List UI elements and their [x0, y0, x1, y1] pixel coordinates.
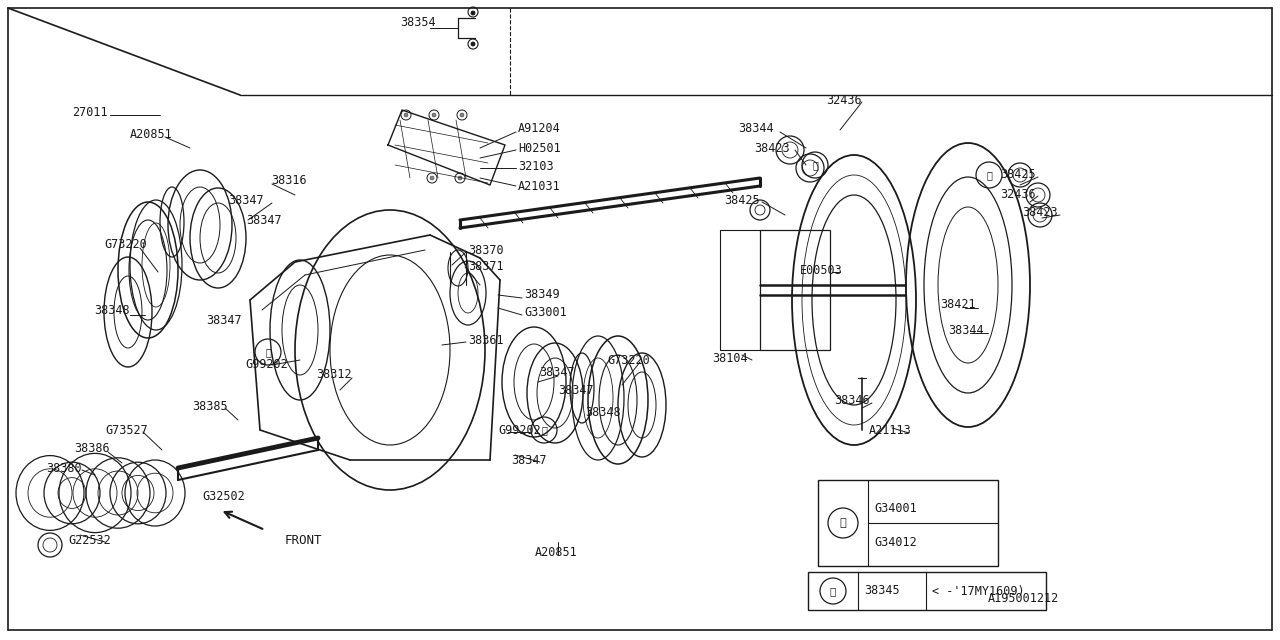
Ellipse shape — [404, 113, 408, 117]
Text: 38347: 38347 — [558, 385, 594, 397]
Text: 38348: 38348 — [93, 303, 129, 317]
Text: H02501: H02501 — [518, 141, 561, 154]
Text: 32103: 32103 — [518, 161, 554, 173]
Text: 38371: 38371 — [468, 260, 503, 273]
Text: 38345: 38345 — [864, 584, 900, 598]
Text: ①: ① — [840, 518, 846, 528]
Text: G99202: G99202 — [498, 424, 540, 436]
Text: G73220: G73220 — [104, 239, 147, 252]
Text: 38347: 38347 — [539, 367, 575, 380]
Text: FRONT: FRONT — [285, 534, 323, 547]
Text: G22532: G22532 — [68, 534, 111, 547]
Text: ②: ② — [986, 170, 992, 180]
Text: 38347: 38347 — [228, 193, 264, 207]
Bar — [760, 230, 829, 350]
Ellipse shape — [430, 176, 434, 180]
Text: A20851: A20851 — [535, 545, 577, 559]
Text: ②: ② — [812, 160, 818, 170]
Text: ②: ② — [829, 586, 836, 596]
Ellipse shape — [458, 176, 462, 180]
Text: G33001: G33001 — [524, 307, 567, 319]
Text: A20851: A20851 — [131, 129, 173, 141]
Text: ①: ① — [265, 347, 271, 357]
Text: 38344: 38344 — [739, 122, 773, 136]
Text: 32436: 32436 — [826, 93, 861, 106]
Text: 38425: 38425 — [1000, 168, 1036, 182]
Text: 38380: 38380 — [46, 461, 82, 474]
Text: 38423: 38423 — [754, 141, 790, 154]
Text: G34012: G34012 — [874, 536, 916, 550]
Text: 32436: 32436 — [1000, 188, 1036, 200]
Text: 38312: 38312 — [316, 369, 352, 381]
Text: A21031: A21031 — [518, 179, 561, 193]
Text: G32502: G32502 — [202, 490, 244, 504]
Text: A91204: A91204 — [518, 122, 561, 136]
Text: 38386: 38386 — [74, 442, 110, 456]
Ellipse shape — [433, 113, 436, 117]
Text: 38344: 38344 — [948, 323, 983, 337]
Text: 38347: 38347 — [206, 314, 242, 326]
Text: ①: ① — [541, 425, 547, 435]
Text: G73220: G73220 — [607, 353, 650, 367]
Text: 38347: 38347 — [246, 214, 282, 227]
Text: 27011: 27011 — [72, 106, 108, 120]
Text: E00503: E00503 — [800, 264, 842, 276]
Text: 38361: 38361 — [468, 333, 503, 346]
Text: 38385: 38385 — [192, 401, 228, 413]
Text: 38421: 38421 — [940, 298, 975, 312]
Text: G73527: G73527 — [105, 424, 147, 436]
Ellipse shape — [471, 11, 475, 15]
Ellipse shape — [460, 113, 465, 117]
Bar — [808, 572, 1046, 610]
Text: 38348: 38348 — [585, 406, 621, 419]
Bar — [818, 480, 998, 566]
Text: A195001212: A195001212 — [988, 591, 1060, 605]
Text: < -'17MY1609): < -'17MY1609) — [932, 584, 1024, 598]
Text: A21113: A21113 — [869, 424, 911, 436]
Text: 38425: 38425 — [724, 193, 759, 207]
Ellipse shape — [471, 42, 475, 46]
Text: 38346: 38346 — [835, 394, 869, 406]
Text: 38104: 38104 — [712, 351, 748, 365]
Text: G99202: G99202 — [244, 358, 288, 371]
Text: G34001: G34001 — [874, 502, 916, 515]
Text: 38354: 38354 — [399, 15, 435, 29]
Text: 38349: 38349 — [524, 289, 559, 301]
Text: 38347: 38347 — [511, 454, 547, 467]
Text: 38423: 38423 — [1021, 207, 1057, 220]
Text: 38316: 38316 — [271, 175, 307, 188]
Text: 38370: 38370 — [468, 243, 503, 257]
